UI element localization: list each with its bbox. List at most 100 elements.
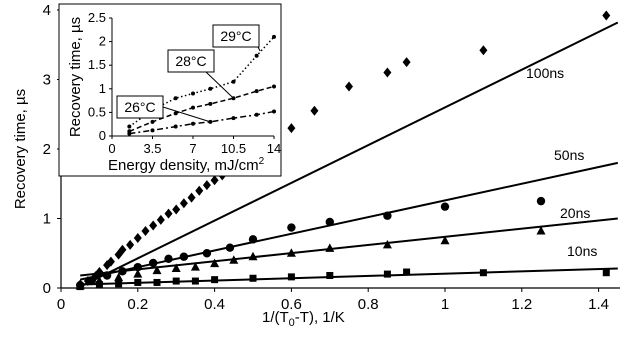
data-point-50ns [148, 258, 158, 268]
inset-label-box [212, 24, 260, 48]
data-point-100ns [133, 232, 142, 243]
main-y-tick-label: 2 [43, 141, 51, 158]
data-point-100ns [210, 175, 219, 186]
inset-series-label: 28°C [175, 53, 206, 69]
inset-point-28°C [191, 105, 195, 110]
data-point-100ns [195, 185, 204, 196]
data-point-10ns [403, 268, 411, 276]
data-point-10ns [211, 276, 219, 284]
inset-point-29°C [272, 34, 276, 39]
data-point-50ns [133, 262, 142, 272]
data-point-20ns [286, 248, 296, 257]
inset-point-28°C [150, 119, 155, 124]
data-point-50ns [440, 202, 450, 211]
inset-label-box [167, 49, 215, 73]
data-point-50ns [383, 211, 392, 220]
data-point-50ns [118, 267, 127, 276]
main-y-ticks: 0 1 2 3 4 [43, 2, 61, 297]
inset-point-29°C [173, 96, 178, 101]
data-point-50ns [202, 249, 212, 258]
inset-x-tick-label: 3.5 [143, 141, 161, 156]
inset-y-tick-label: 2.5 [88, 10, 106, 25]
inset-x-tick-label: 0 [108, 141, 115, 156]
inset-y-tick-label: 1 [99, 81, 106, 96]
data-point-10ns [172, 277, 180, 285]
data-point-100ns [287, 123, 296, 134]
data-point-100ns [118, 244, 127, 255]
data-point-10ns [153, 278, 161, 286]
inset-point-29°C [254, 53, 259, 58]
data-point-100ns [479, 45, 488, 56]
inset-point-28°C [127, 129, 132, 134]
data-point-10ns [95, 281, 103, 289]
inset-x-tick-label: 10.5 [221, 141, 246, 156]
data-point-50ns [287, 223, 296, 232]
inset-label-arrow [162, 106, 211, 123]
main-x-tick-label: 1 [441, 296, 449, 313]
data-point-100ns [95, 267, 104, 278]
data-point-100ns [602, 10, 611, 21]
series-label-50ns: 50ns [554, 147, 584, 163]
inset-y-tick-label: 2 [99, 34, 106, 49]
main-y-tick-label: 3 [43, 72, 51, 89]
data-point-10ns [76, 283, 84, 291]
data-point-20ns [114, 272, 124, 282]
data-point-100ns [345, 81, 353, 92]
data-point-20ns [248, 251, 258, 261]
inset-line-28°C [129, 85, 275, 132]
data-point-20ns [382, 239, 392, 249]
data-point-100ns [106, 256, 115, 267]
inset-y-tick-label: 0.5 [88, 104, 106, 119]
data-point-100ns [172, 204, 181, 215]
inset-y-ticks: 0 0.5 1 1.5 2 2.5 [88, 10, 112, 143]
inset-label-box [116, 95, 164, 119]
inset-line-26°C [129, 110, 275, 135]
data-point-10ns [602, 269, 610, 277]
inset-point-26°C [272, 109, 276, 114]
data-point-20ns [325, 243, 335, 252]
main-y-tick-label: 1 [43, 211, 51, 228]
inset-point-28°C [173, 111, 178, 116]
data-point-20ns [210, 258, 220, 268]
inset-point-26°C [254, 112, 259, 117]
inset-x-tick-label: 7 [189, 141, 196, 156]
fit-line-10ns [80, 267, 618, 286]
series-label-20ns: 20ns [560, 205, 590, 221]
data-point-10ns [115, 280, 123, 288]
inset-series-label: 29°C [220, 28, 251, 44]
main-x-tick-label: 0.8 [358, 296, 379, 313]
data-point-100ns [164, 208, 173, 219]
data-point-50ns [536, 196, 546, 206]
data-point-20ns [133, 269, 143, 278]
data-point-10ns [383, 270, 391, 278]
data-point-50ns [325, 217, 334, 227]
data-point-10ns [249, 274, 257, 282]
inset-point-28°C [254, 89, 259, 94]
main-y-axis-label: Recovery time, µs [12, 89, 29, 209]
fit-line-20ns [80, 217, 618, 277]
data-point-100ns [187, 192, 196, 203]
data-point-20ns [190, 262, 200, 271]
inset-point-26°C [173, 124, 178, 129]
data-point-50ns [225, 243, 235, 252]
inset-point-26°C [231, 116, 236, 121]
data-point-20ns [440, 235, 450, 245]
inset-x-tick-label: 14 [267, 141, 281, 156]
series-label-100ns: 100ns [526, 65, 564, 81]
data-point-20ns [229, 255, 239, 264]
main-y-tick-label: 0 [43, 280, 51, 297]
data-point-100ns [126, 239, 135, 250]
inset-frame [58, 3, 282, 177]
data-point-20ns [152, 265, 162, 275]
inset-point-26°C [150, 128, 155, 133]
data-point-100ns [202, 180, 211, 191]
inset-point-29°C [127, 124, 132, 129]
data-point-100ns [383, 67, 392, 78]
inset-point-28°C [272, 84, 276, 89]
data-point-100ns [156, 214, 165, 225]
data-point-20ns [536, 226, 546, 235]
main-x-tick-label: 0.4 [204, 296, 225, 313]
inset-y-tick-label: 1.5 [88, 57, 106, 72]
inset-point-28°C [208, 101, 213, 106]
